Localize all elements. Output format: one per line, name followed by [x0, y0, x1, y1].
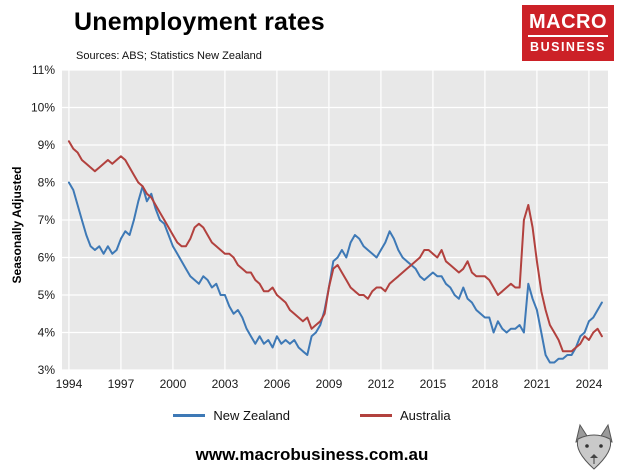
logo-divider — [528, 35, 608, 37]
y-tick-label: 4% — [38, 326, 56, 340]
y-tick-label: 5% — [38, 288, 56, 302]
line-chart-plot: 1994 1997 2000 2003 2006 2009 2012 2015 2018 2021… — [31, 63, 608, 391]
x-tick-label: 2000 — [160, 377, 187, 391]
australia-line — [67, 140, 603, 353]
x-tick-label: 2009 — [316, 377, 343, 391]
x-tick-label: 2021 — [524, 377, 551, 391]
y-tick-label: 8% — [38, 176, 56, 190]
y-tick-label: 9% — [38, 138, 56, 152]
legend-item-australia: Australia — [360, 408, 451, 423]
y-tick-label: 6% — [38, 251, 56, 265]
y-tick-label: 10% — [31, 101, 55, 115]
x-tick-label: 2006 — [264, 377, 291, 391]
legend-label-new-zealand: New Zealand — [213, 408, 291, 423]
page-title: Unemployment rates — [74, 8, 325, 36]
macrobusiness-logo: MACRO BUSINESS — [522, 5, 614, 61]
y-tick-label: 3% — [38, 363, 56, 377]
wolf-eye-left — [585, 444, 589, 448]
wolf-eye-right — [599, 444, 603, 448]
x-tick-label: 2015 — [420, 377, 447, 391]
sources-note: Sources: ABS; Statistics New Zealand — [76, 50, 262, 62]
x-tick-label: 1997 — [108, 377, 135, 391]
new-zealand-line — [67, 181, 603, 364]
y-tick-label: 11% — [32, 63, 55, 77]
x-tick-label: 2024 — [576, 377, 603, 391]
wolf-face — [576, 434, 612, 470]
wolf-logo — [575, 423, 613, 470]
australia-line-swatch — [360, 414, 393, 417]
x-tick-label: 2012 — [368, 377, 395, 391]
y-tick-label: 7% — [38, 213, 56, 227]
x-tick-label: 1994 — [56, 377, 83, 391]
new-zealand-line-swatch — [173, 414, 206, 417]
legend-item-new-zealand: New Zealand — [173, 408, 290, 423]
wolf-nose — [590, 454, 598, 458]
x-tick-label: 2018 — [472, 377, 499, 391]
chart-legend: New Zealand Australia — [0, 408, 624, 423]
website-url: www.macrobusiness.com.au — [195, 445, 429, 464]
x-tick-label: 2003 — [212, 377, 239, 391]
legend-label-australia: Australia — [400, 408, 451, 423]
logo-text-macro: MACRO — [528, 11, 608, 33]
logo-text-business: BUSINESS — [530, 40, 606, 54]
